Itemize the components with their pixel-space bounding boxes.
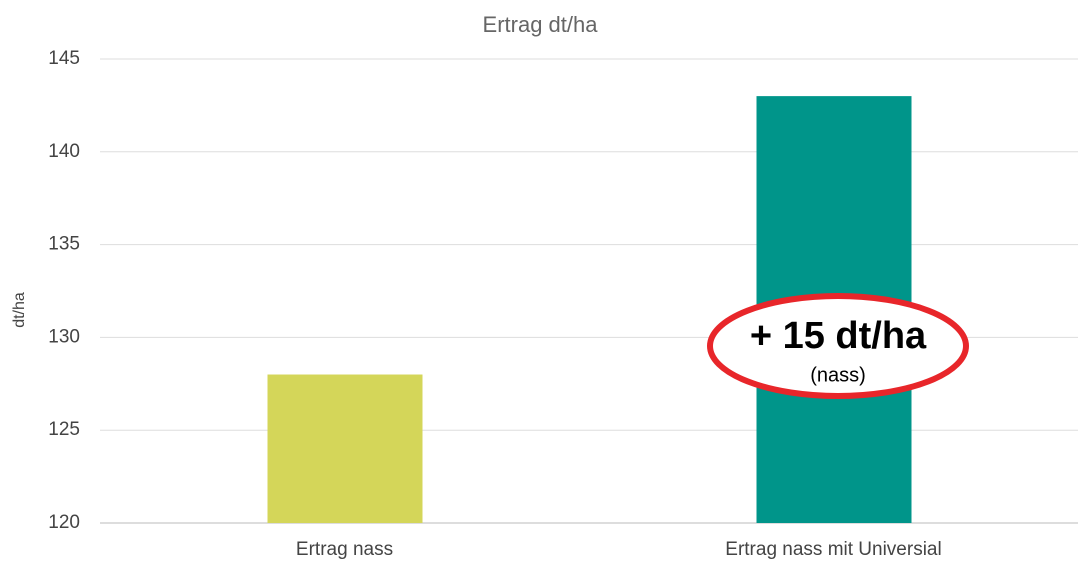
x-tick-label: Ertrag nass mit Universial — [725, 539, 941, 560]
y-tick-label: 135 — [48, 234, 80, 255]
annotation-text: + 15 dt/ha — [750, 315, 927, 357]
y-tick-label: 125 — [48, 419, 80, 440]
bar — [267, 374, 423, 523]
annotation-ellipse — [707, 293, 969, 399]
y-tick-label: 120 — [48, 512, 80, 533]
annotation-text: (nass) — [810, 364, 866, 386]
chart-title: Ertrag dt/ha — [483, 12, 599, 37]
y-axis-label: dt/ha — [11, 292, 28, 328]
y-tick-label: 130 — [48, 326, 80, 347]
y-tick-label: 145 — [48, 48, 80, 69]
y-tick-label: 140 — [48, 141, 80, 162]
x-tick-label: Ertrag nass — [296, 539, 393, 560]
